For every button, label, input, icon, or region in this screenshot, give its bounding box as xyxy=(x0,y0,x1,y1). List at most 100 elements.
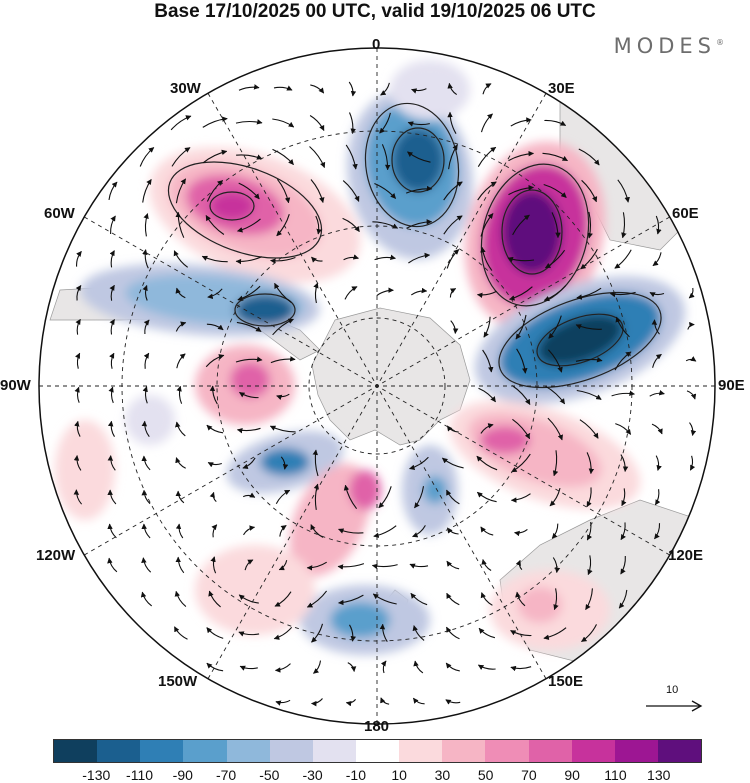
wind-vector xyxy=(270,256,296,264)
wind-vector xyxy=(309,115,325,131)
contour-lines xyxy=(167,102,662,389)
wind-vector xyxy=(480,246,493,271)
wind-vector xyxy=(238,182,260,200)
wind-vector xyxy=(274,663,291,673)
colorbar-tick-label: -130 xyxy=(82,767,111,783)
wind-vector xyxy=(313,483,319,510)
colorbar-swatch xyxy=(226,740,270,762)
brand-text: MODES xyxy=(613,34,716,58)
wind-vector xyxy=(543,627,567,640)
reference-vector-label: 10 xyxy=(666,684,679,696)
wind-vector xyxy=(372,221,399,229)
wind-vector xyxy=(446,489,460,505)
wind-vector xyxy=(107,523,117,539)
wind-vector xyxy=(507,256,535,263)
wind-vector xyxy=(482,83,492,95)
wind-vector xyxy=(306,561,327,571)
anomaly-high-indian-ocean-105e xyxy=(449,400,641,510)
wind-vector xyxy=(552,557,561,574)
colorbar-tick-label: 10 xyxy=(391,767,407,783)
wind-vector xyxy=(376,287,394,297)
wind-vector xyxy=(206,424,224,434)
wind-vector xyxy=(209,491,217,503)
wind-vector xyxy=(143,213,149,237)
colorbar-swatch xyxy=(657,740,702,762)
wind-vector xyxy=(372,593,397,605)
colorbar-tick-label: -110 xyxy=(126,767,154,783)
wind-vector xyxy=(347,662,357,672)
wind-vector xyxy=(449,288,457,298)
wind-vector xyxy=(587,211,593,239)
lon-label-30w: 30W xyxy=(170,80,201,97)
wind-vector xyxy=(379,623,388,643)
wind-vector xyxy=(338,528,364,534)
wind-vector xyxy=(235,256,263,265)
colorbar-tick-label: 50 xyxy=(477,767,494,783)
wind-vector xyxy=(274,591,292,607)
colorbar-tick-label: 90 xyxy=(564,767,580,783)
wind-vector xyxy=(510,665,532,672)
wind-vector xyxy=(272,148,294,166)
wind-vector xyxy=(580,248,598,270)
wind-vector xyxy=(686,390,697,400)
wind-vector xyxy=(236,321,262,333)
anomaly-high-south-africa-40e xyxy=(464,141,606,329)
anomaly-high-bellingshausen-95w xyxy=(195,345,295,425)
wind-vector xyxy=(549,487,561,507)
wind-vector xyxy=(170,115,192,131)
wind-vector xyxy=(371,563,398,570)
wind-vector xyxy=(76,250,82,267)
colorbar-swatch xyxy=(54,740,98,762)
wind-vector xyxy=(483,316,491,338)
wind-vector xyxy=(508,150,535,162)
wind-vector xyxy=(547,417,563,441)
wind-vector xyxy=(380,82,390,96)
wind-vector xyxy=(236,218,261,233)
anomaly-high-pacific-145w xyxy=(195,545,315,635)
colorbar xyxy=(53,739,702,763)
colorbar-swatch xyxy=(614,740,658,762)
wind-vector xyxy=(443,215,463,235)
wind-vector xyxy=(655,455,662,471)
colorbar-swatch xyxy=(140,740,184,762)
wind-vector xyxy=(408,252,431,264)
wind-vector xyxy=(343,484,358,510)
wind-vector xyxy=(652,353,662,368)
wind-vector xyxy=(73,489,83,505)
wind-vector xyxy=(242,457,256,470)
wind-vector xyxy=(414,486,425,509)
wind-vector xyxy=(279,524,287,537)
wind-vector xyxy=(585,588,593,611)
wind-vector xyxy=(107,420,115,437)
lon-label-30e: 30E xyxy=(548,80,575,97)
wind-vector xyxy=(374,182,397,199)
wind-vector xyxy=(74,386,80,403)
wind-vector xyxy=(443,181,463,201)
wind-vector xyxy=(447,82,458,96)
wind-vector xyxy=(175,211,185,238)
brand-registered-mark: ® xyxy=(716,38,724,47)
wind-vector xyxy=(143,352,150,369)
wind-vector xyxy=(407,151,431,163)
wind-vector xyxy=(373,525,397,538)
wind-vector xyxy=(310,698,323,707)
meridian-line xyxy=(207,93,547,679)
wind-vector xyxy=(243,525,256,536)
wind-vector xyxy=(306,590,328,608)
anomaly-high-ross-sea-160w xyxy=(289,463,381,577)
wind-vector xyxy=(511,385,531,405)
wind-vector xyxy=(581,179,598,203)
wind-vector xyxy=(348,81,357,97)
wind-vector xyxy=(406,219,433,229)
wind-vector xyxy=(480,423,494,434)
colorbar-tick-label: -10 xyxy=(345,767,366,783)
lon-label-120e: 120E xyxy=(668,547,704,564)
wind-vector xyxy=(270,356,296,364)
wind-vector xyxy=(649,390,665,397)
wind-vector xyxy=(338,594,364,606)
wind-vector xyxy=(450,320,459,334)
wind-vector xyxy=(174,590,187,608)
wind-vector xyxy=(176,385,183,404)
wind-vector xyxy=(143,319,150,335)
lon-label-60w: 60W xyxy=(44,205,75,222)
